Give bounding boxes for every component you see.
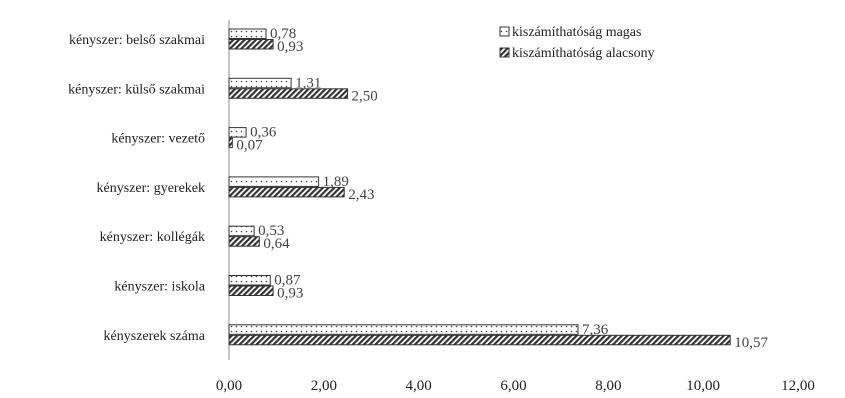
bar-magas (228, 225, 255, 237)
bar-alacsony (228, 285, 274, 296)
data-label-magas: 7,36 (582, 322, 609, 338)
data-label-magas: 0,36 (250, 125, 277, 141)
labels-layer: kényszer: belső szakmai 0,780,93kényszer:… (68, 26, 768, 351)
bar-magas (228, 77, 292, 89)
bar-alacsony (228, 39, 274, 50)
x-tick-label: 6,00 (500, 378, 526, 394)
bar-alacsony (228, 88, 349, 99)
data-label-alacsony: 0,93 (277, 286, 303, 302)
bar-alacsony (228, 334, 731, 346)
data-label-alacsony: 10,57 (734, 335, 768, 351)
bars-layer (228, 28, 731, 346)
legend-label-alacsony: kiszámíthatóság alacsony (512, 46, 655, 61)
bar-magas (228, 127, 247, 138)
x-tick-label: 12,00 (781, 378, 815, 394)
bar-alacsony (228, 137, 233, 149)
bar-magas (228, 275, 271, 286)
data-label-alacsony: 0,64 (263, 236, 290, 252)
data-label-magas: 0,53 (258, 223, 284, 239)
x-axis-ticks: 0,00 2,00 4,00 6,00 8,00 10,00 12,00 (216, 378, 815, 394)
legend-label-magas: kiszámíthatóság magas (512, 25, 641, 40)
x-tick-label: 8,00 (595, 378, 621, 394)
category-label: kényszer: kollégák (100, 230, 205, 245)
bar-alacsony (228, 236, 260, 247)
bar-alacsony (228, 186, 345, 198)
data-label-alacsony: 2,50 (352, 88, 378, 104)
data-label-magas: 0,78 (270, 26, 296, 42)
data-label-magas: 1,31 (295, 75, 321, 91)
data-label-magas: 1,89 (323, 174, 349, 190)
legend-swatch-alacsony (499, 47, 510, 58)
category-label: kényszer: belső szakmai (69, 33, 205, 48)
x-tick-label: 2,00 (311, 378, 337, 394)
bar-magas (228, 176, 320, 187)
data-label-alacsony: 0,93 (277, 39, 303, 55)
category-label: kényszer: gyerekek (97, 181, 205, 196)
legend-swatch-magas (499, 26, 510, 37)
category-label: kényszer: iskola (114, 280, 205, 295)
legend: kiszámíthatóság magas kiszámíthatóság al… (499, 25, 655, 61)
category-label: kényszer: vezető (111, 132, 205, 147)
x-tick-label: 0,00 (216, 378, 242, 394)
bar-magas (228, 324, 579, 335)
bar-magas (228, 28, 267, 39)
data-label-alacsony: 0,07 (236, 138, 263, 154)
x-tick-label: 10,00 (686, 378, 720, 394)
data-label-magas: 0,87 (274, 273, 301, 289)
category-label: kényszerek száma (104, 329, 206, 344)
category-label: kényszer: külső szakmai (68, 82, 205, 97)
data-label-alacsony: 2,43 (348, 187, 374, 203)
x-tick-label: 4,00 (406, 378, 432, 394)
